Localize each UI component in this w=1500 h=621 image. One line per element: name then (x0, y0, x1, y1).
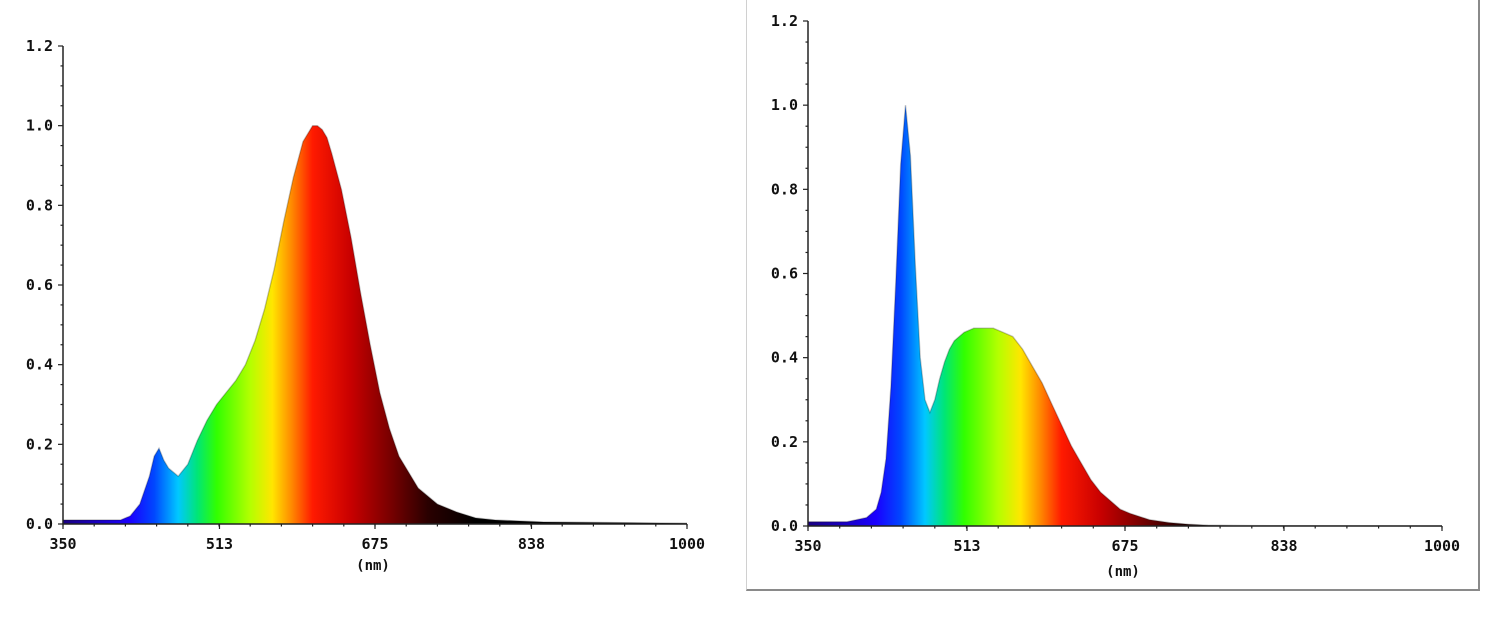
x-tick-label: 513 (953, 537, 980, 555)
y-tick-label: 1.2 (771, 12, 798, 30)
y-tick-label: 0.4 (26, 356, 53, 374)
spectrum-plot-left: 0.0 0.2 0.4 0.6 0.8 1.0 1.2 350 513 675 838 1000 (nm… (26, 37, 705, 574)
x-tick-label: 513 (206, 535, 233, 553)
y-tick-label: 0.2 (26, 435, 53, 453)
y-tick-label: 0.0 (26, 515, 53, 533)
spectrum-plot-right: 0.0 0.2 0.4 0.6 0.8 1.0 1.2 350 513 675 838 1000 (nm… (771, 12, 1460, 580)
spectrum-line (808, 105, 1443, 527)
spectrum-line (63, 125, 688, 524)
x-axis-label: (nm) (356, 558, 390, 574)
spectrum-area (63, 125, 687, 524)
y-tick-label: 0.6 (771, 265, 798, 283)
y-tick-label: 1.0 (771, 96, 798, 114)
y-tick-label: 0.0 (771, 517, 798, 535)
y-tick-label: 1.2 (26, 37, 53, 55)
x-axis-label: (nm) (1106, 564, 1140, 580)
y-tick-label: 0.8 (771, 180, 798, 198)
y-tick-label: 1.0 (26, 117, 53, 135)
x-tick-label: 350 (49, 535, 76, 553)
spectrum-area (808, 105, 1442, 526)
y-tick-label: 0.4 (771, 349, 798, 367)
spectrum-chart-right: 0.0 0.2 0.4 0.6 0.8 1.0 1.2 350 513 675 838 1000 (nm… (746, 0, 1480, 591)
x-tick-label: 675 (1111, 537, 1138, 555)
spectrum-chart-left: 0.0 0.2 0.4 0.6 0.8 1.0 1.2 350 513 675 838 1000 (nm… (0, 0, 720, 590)
x-tick-label: 1000 (1424, 537, 1460, 555)
x-tick-label: 838 (1270, 537, 1297, 555)
y-tick-label: 0.8 (26, 196, 53, 214)
x-tick-label: 838 (518, 535, 545, 553)
x-tick-label: 675 (361, 535, 388, 553)
y-tick-label: 0.2 (771, 433, 798, 451)
y-tick-label: 0.6 (26, 276, 53, 294)
x-tick-label: 1000 (669, 535, 705, 553)
x-tick-label: 350 (794, 537, 821, 555)
